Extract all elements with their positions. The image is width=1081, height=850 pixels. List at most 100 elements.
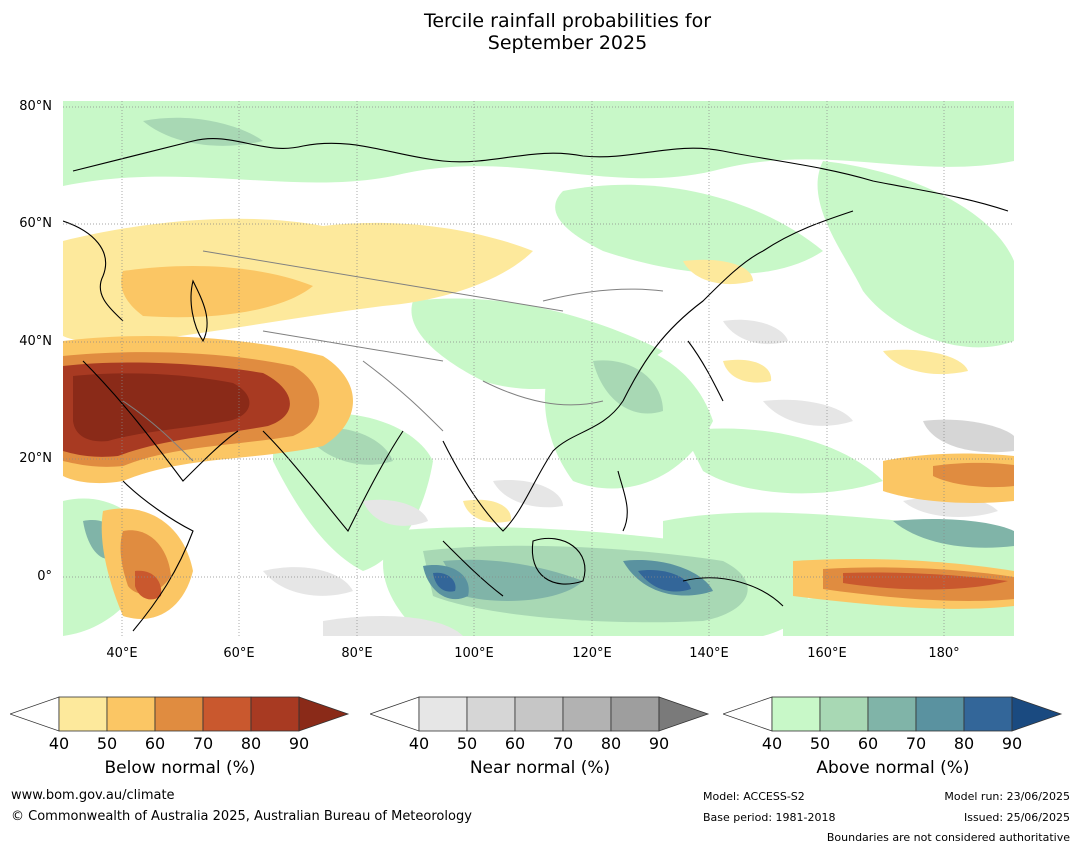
border-1 — [202, 250, 564, 312]
copyright-text: © Commonwealth of Australia 2025, Austra… — [11, 809, 472, 824]
tick: 70 — [905, 734, 927, 753]
pacific-green-1 — [683, 428, 883, 494]
issued-date: Issued: 25/06/2025 — [963, 811, 1070, 824]
boundary-disclaimer: Boundaries are not considered authoritat… — [826, 831, 1070, 844]
map-title: Tercile rainfall probabilities for Septe… — [0, 10, 1081, 54]
colorbar-near-normal: 40 50 60 70 80 90 Near normal (%) — [370, 696, 710, 786]
tick: 70 — [192, 734, 214, 753]
colorbar-near-title: Near normal (%) — [469, 758, 611, 778]
china-green — [544, 339, 713, 489]
eq-pacific-teal — [893, 519, 1014, 548]
cbar-above-max-arrow — [1011, 696, 1063, 732]
lon-label-40e: 40°E — [106, 646, 138, 661]
colorbar-below-normal: 40 50 60 70 80 90 Below normal (%) — [10, 696, 350, 786]
pacific-yellow-1 — [723, 359, 772, 383]
tick: 50 — [456, 734, 478, 753]
website-link[interactable]: www.bom.gov.au/climate — [11, 788, 175, 803]
lon-label-60e: 60°E — [223, 646, 255, 661]
arctic-teal-patch — [143, 117, 263, 146]
cbar-below-bin-40 — [58, 696, 108, 732]
north-pacific-yellow — [883, 349, 968, 375]
india-coast — [262, 430, 404, 532]
tick: 60 — [857, 734, 879, 753]
maritime-darkblue-2 — [433, 572, 456, 592]
cbar-near-min-arrow — [370, 696, 420, 732]
cbar-above-bin-60 — [867, 696, 917, 732]
tick: 90 — [288, 734, 310, 753]
philippines — [617, 470, 628, 532]
base-period: Base period: 1981-2018 — [703, 811, 836, 824]
borneo — [531, 537, 586, 585]
cbar-near-bin-80 — [610, 696, 660, 732]
lat-label-20n: 20°N — [19, 451, 52, 466]
title-line-1: Tercile rainfall probabilities for — [423, 10, 712, 32]
tick: 50 — [809, 734, 831, 753]
tick: 40 — [761, 734, 783, 753]
lon-label-160e: 160°E — [807, 646, 847, 661]
maritime-darkblue — [638, 570, 691, 592]
siberia-green — [555, 184, 823, 275]
border-5 — [122, 400, 194, 462]
lon-label-120e: 120°E — [572, 646, 612, 661]
lat-label-0: 0° — [37, 569, 52, 584]
eurasia-orange — [121, 266, 314, 318]
lon-label-180: 180° — [928, 646, 960, 661]
country-boundaries — [122, 250, 664, 462]
sumatra — [442, 540, 504, 597]
japan — [687, 340, 724, 402]
colorbar-below-title: Below normal (%) — [104, 758, 256, 778]
tick: 80 — [240, 734, 262, 753]
below-normal-fields — [63, 218, 1014, 619]
cbar-near-bin-40 — [418, 696, 468, 732]
cbar-above-bin-80 — [963, 696, 1013, 732]
eurasia-north-coast — [72, 138, 1009, 212]
near-4 — [763, 399, 853, 426]
ne-pacific-dark — [933, 462, 1014, 488]
tick: 40 — [48, 734, 70, 753]
near-1 — [363, 499, 428, 526]
cbar-below-bin-80 — [250, 696, 300, 732]
lon-label-80e: 80°E — [341, 646, 373, 661]
title-line-2: September 2025 — [487, 32, 648, 54]
new-guinea — [682, 577, 784, 607]
border-3 — [362, 360, 444, 432]
cbar-near-bin-70 — [562, 696, 612, 732]
cbar-near-max-arrow — [658, 696, 710, 732]
east-africa-dark — [120, 530, 171, 594]
cbar-above-bin-50 — [819, 696, 869, 732]
near-5 — [923, 419, 1014, 453]
arabia-coast — [82, 360, 239, 482]
cbar-below-bin-70 — [202, 696, 252, 732]
tick: 40 — [408, 734, 430, 753]
tick: 90 — [648, 734, 670, 753]
cbar-below-bin-50 — [106, 696, 156, 732]
china-coast — [622, 250, 764, 402]
colorbar-above-swatches — [723, 696, 1063, 732]
cbar-near-bin-50 — [466, 696, 516, 732]
cbar-above-bin-70 — [915, 696, 965, 732]
cbar-below-min-arrow — [10, 696, 60, 732]
colorbar-above-title: Above normal (%) — [816, 758, 970, 778]
tick: 90 — [1001, 734, 1023, 753]
coastlines — [63, 138, 1009, 632]
lon-label-100e: 100°E — [454, 646, 494, 661]
cbar-near-bin-60 — [514, 696, 564, 732]
near-6 — [323, 616, 463, 636]
india-yellow — [463, 499, 512, 523]
siberia-green-2 — [817, 161, 1014, 348]
east-africa-brown — [135, 570, 162, 600]
lat-label-40n: 40°N — [19, 334, 52, 349]
model-run-date: Model run: 23/06/2025 — [944, 790, 1070, 803]
cbar-above-min-arrow — [723, 696, 773, 732]
tick: 70 — [552, 734, 574, 753]
map-canvas — [63, 101, 1014, 636]
tick: 80 — [953, 734, 975, 753]
arctic-green-band — [63, 101, 1014, 186]
near-2 — [263, 567, 353, 596]
graticule — [63, 101, 1014, 636]
tick: 60 — [144, 734, 166, 753]
lon-label-140e: 140°E — [689, 646, 729, 661]
border-4 — [482, 380, 604, 406]
colorbar-above-normal: 40 50 60 70 80 90 Above normal (%) — [723, 696, 1063, 786]
tick: 50 — [96, 734, 118, 753]
